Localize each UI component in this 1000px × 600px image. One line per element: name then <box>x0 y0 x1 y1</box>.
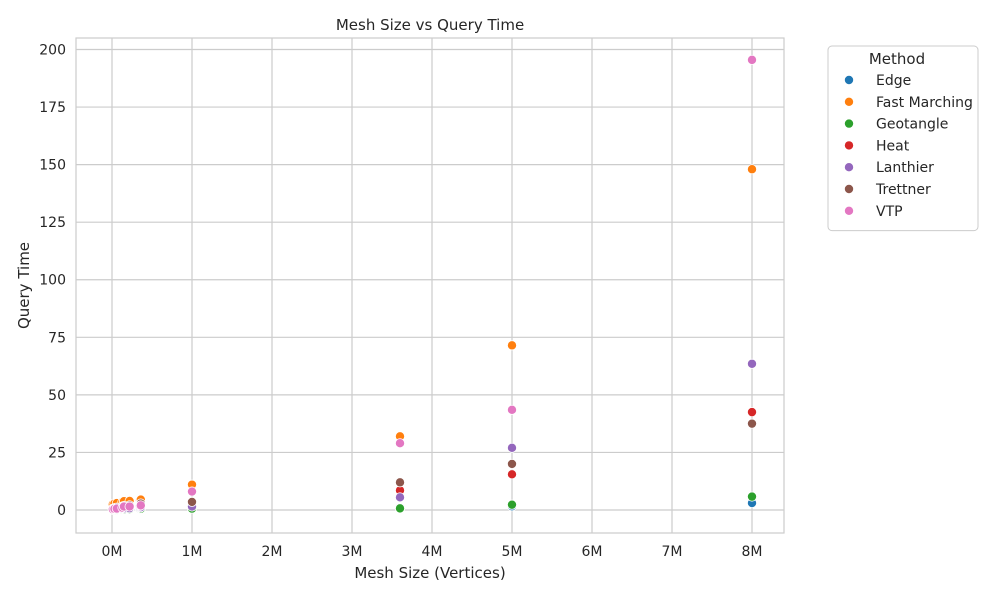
y-tick-label: 0 <box>57 503 66 519</box>
data-point <box>506 499 517 510</box>
x-axis-ticks: 0M 1M 2M 3M 4M 5M 6M 7M 8M <box>102 544 763 560</box>
x-tick-label: 8M <box>742 544 763 560</box>
x-tick-label: 4M <box>422 544 443 560</box>
legend-marker <box>844 75 855 86</box>
chart-title: Mesh Size vs Query Time <box>336 16 524 34</box>
legend-item: Heat <box>844 138 910 154</box>
legend-marker <box>844 118 855 129</box>
x-axis-label: Mesh Size (Vertices) <box>354 564 505 582</box>
data-point <box>747 164 758 175</box>
legend-item: Lanthier <box>844 160 934 176</box>
legend-item: VTP <box>844 204 903 220</box>
data-point <box>747 54 758 65</box>
y-tick-label: 25 <box>48 445 66 461</box>
data-point <box>124 501 135 512</box>
x-tick-label: 1M <box>182 544 203 560</box>
data-point <box>747 358 758 369</box>
data-point <box>506 458 517 469</box>
y-tick-label: 175 <box>39 100 66 116</box>
series-vtp <box>107 54 758 515</box>
x-tick-label: 6M <box>582 544 603 560</box>
y-tick-label: 200 <box>39 43 66 59</box>
legend-label: Lanthier <box>876 160 934 176</box>
x-tick-label: 5M <box>502 544 523 560</box>
legend-label: Edge <box>876 73 911 89</box>
data-point <box>506 442 517 453</box>
legend-title: Method <box>869 50 925 68</box>
legend-item: Geotangle <box>844 117 948 133</box>
data-point <box>186 486 197 497</box>
data-point <box>747 407 758 418</box>
data-point <box>747 491 758 502</box>
legend-marker <box>844 96 855 107</box>
legend-label: Trettner <box>875 182 931 198</box>
data-point <box>394 503 405 514</box>
legend-label: Heat <box>876 138 910 154</box>
data-point <box>506 404 517 415</box>
legend-items: Edge Fast Marching Geotangle Heat Lanthier Tr… <box>844 73 973 220</box>
data-points <box>107 54 758 515</box>
legend-marker <box>844 162 855 173</box>
legend-label: VTP <box>876 204 903 220</box>
data-point <box>506 469 517 480</box>
y-axis-ticks: 0 25 50 75 100 125 150 175 200 <box>39 43 66 519</box>
data-point <box>186 496 197 507</box>
x-tick-label: 2M <box>262 544 283 560</box>
legend-item: Fast Marching <box>844 95 973 111</box>
legend-item: Edge <box>844 73 911 89</box>
data-point <box>506 340 517 351</box>
legend-marker <box>844 183 855 194</box>
y-axis-label: Query Time <box>15 242 33 329</box>
data-point <box>747 418 758 429</box>
grid-lines <box>76 38 784 533</box>
y-tick-label: 75 <box>48 330 66 346</box>
legend: Method Edge Fast Marching Geotangle Heat Lan… <box>827 45 979 232</box>
data-point <box>394 477 405 488</box>
legend-marker <box>844 205 855 216</box>
legend-item: Trettner <box>844 182 931 198</box>
legend-marker <box>844 140 855 151</box>
plot-area-frame <box>75 37 785 534</box>
y-tick-label: 50 <box>48 388 66 404</box>
x-tick-label: 0M <box>102 544 123 560</box>
x-tick-label: 3M <box>342 544 363 560</box>
y-tick-label: 125 <box>39 215 66 231</box>
legend-box <box>827 45 979 232</box>
y-tick-label: 150 <box>39 158 66 174</box>
data-point <box>135 500 146 511</box>
data-point <box>394 438 405 449</box>
data-point <box>394 492 405 503</box>
legend-label: Fast Marching <box>876 95 973 111</box>
x-tick-label: 7M <box>662 544 683 560</box>
legend-label: Geotangle <box>876 117 948 133</box>
y-tick-label: 100 <box>39 273 66 289</box>
